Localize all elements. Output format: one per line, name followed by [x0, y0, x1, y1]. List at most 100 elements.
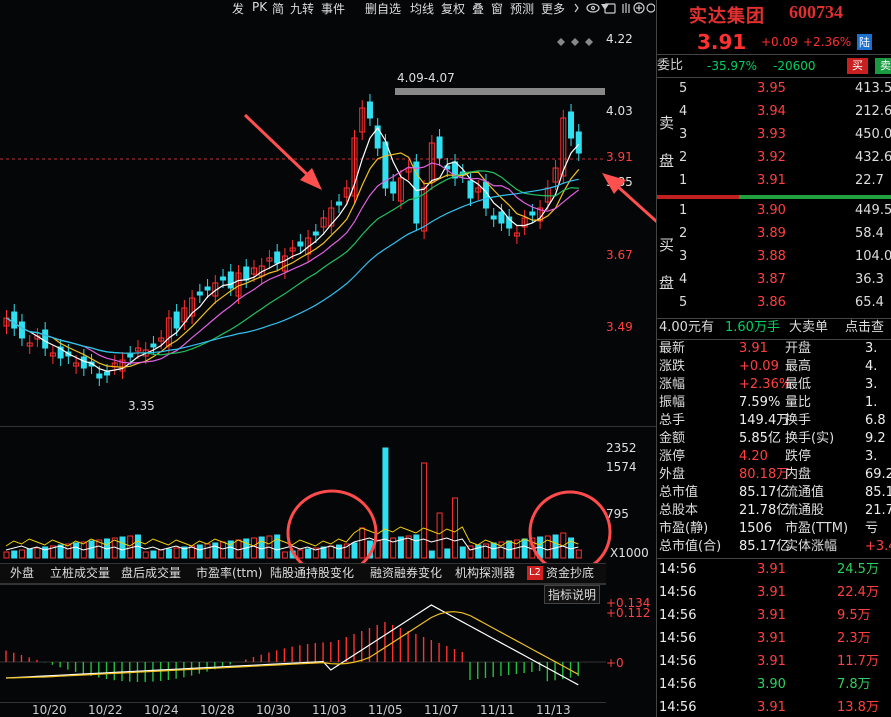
volume-bar	[397, 536, 404, 559]
bid-row[interactable]: 5 3.86 65.4	[657, 293, 891, 313]
tick-price: 3.91	[757, 631, 786, 646]
candle-body	[490, 215, 497, 220]
tab-waipan[interactable]: 外盘	[10, 566, 35, 580]
level-price: 3.90	[757, 203, 786, 218]
bid-row[interactable]: 1 3.90 449.5	[657, 201, 891, 221]
volume-bar	[173, 547, 180, 559]
toolbar-more[interactable]: 更多	[541, 2, 566, 16]
volume-bar	[119, 536, 126, 559]
toolbar-fa[interactable]: 发	[232, 2, 245, 16]
ask-row[interactable]: 1 3.91 22.7	[657, 171, 891, 191]
volume-bar	[490, 542, 497, 559]
big-order-label: 大卖单	[789, 320, 829, 335]
stat-value: 9.2	[865, 431, 886, 446]
bid-row[interactable]: 2 3.89 58.4	[657, 224, 891, 244]
volume-bar	[18, 549, 25, 559]
indicator-help-button[interactable]: 指标说明	[544, 585, 601, 604]
toolbar-window[interactable]: 窗	[491, 2, 504, 16]
tab-lizhuang-volume[interactable]: 立桩成交量	[50, 566, 111, 580]
tab-northbound-holdings[interactable]: 陆股通持股变化	[270, 566, 355, 580]
stat-value: 69.21	[865, 467, 891, 482]
ask-row[interactable]: 4 3.94 212.6	[657, 102, 891, 122]
ask-row[interactable]: 5 3.95 413.5	[657, 79, 891, 99]
level-number: 4	[679, 104, 688, 119]
volume-ma-line	[5, 526, 579, 547]
bid-row[interactable]: 3 3.88 104.0	[657, 247, 891, 267]
candle-body	[467, 180, 474, 199]
volume-bar	[281, 551, 288, 559]
volume-tick: 1574	[606, 460, 637, 474]
tick-price: 3.91	[757, 608, 786, 623]
divider	[657, 318, 891, 319]
toolbar-jiuzhuan[interactable]: 九转	[290, 2, 315, 16]
kline-chart[interactable]	[0, 18, 606, 423]
toolbar-forecast[interactable]: 预测	[510, 2, 535, 16]
tick-price: 3.91	[757, 654, 786, 669]
moving-average-line	[6, 162, 580, 364]
level-number: 1	[679, 203, 688, 218]
level-volume: 36.3	[855, 272, 884, 287]
weibi-row: 委比 -35.97% -20600 买 卖	[657, 56, 891, 76]
toolbar-pk[interactable]: PK	[252, 0, 268, 14]
buy-button[interactable]: 买	[847, 58, 868, 74]
toolbar-icons[interactable]	[573, 1, 655, 15]
stat-row: 振幅 7.59% 量比 1.	[657, 394, 891, 412]
tab-fund-bottom[interactable]: 资金抄底	[546, 566, 595, 580]
tab-margin-trading[interactable]: 融资融券变化	[370, 566, 443, 580]
volume-bar	[436, 512, 443, 559]
ask-row[interactable]: 3 3.93 450.0	[657, 125, 891, 145]
buy-side-label: 买盘	[659, 236, 675, 292]
candle-body	[374, 125, 381, 149]
toolbar-remove-favorite[interactable]: 删自选	[365, 2, 402, 16]
toolbar-ma[interactable]: 均线	[410, 2, 435, 16]
chart-area[interactable]: 发 PK 简 九转 事件 删自选 均线 复权 叠 窗 预测 更多	[0, 0, 688, 717]
candle-body	[498, 211, 505, 224]
candle-body	[405, 167, 412, 173]
price-tick: 4.03	[606, 104, 633, 118]
stat-label: 换手	[785, 413, 812, 428]
sell-button[interactable]: 卖	[875, 58, 891, 74]
candle-body	[18, 321, 25, 339]
volume-bar	[181, 546, 188, 559]
macd-tick: +0.134	[606, 596, 651, 610]
dropdown-icon[interactable]	[600, 0, 610, 14]
bid-row[interactable]: 4 3.87 36.3	[657, 270, 891, 290]
dea-line	[5, 611, 579, 679]
toolbar-overlay[interactable]: 叠	[472, 2, 485, 16]
date-tick: 11/07	[424, 703, 459, 717]
stat-label: 换手(实)	[785, 431, 835, 446]
macd-chart[interactable]	[0, 600, 606, 700]
low-price-label: 3.35	[128, 399, 155, 413]
stat-value: 1.	[865, 395, 878, 410]
candle-body	[88, 361, 95, 367]
stat-value: 21.78亿	[739, 503, 790, 518]
candle-body	[57, 346, 64, 359]
tick-price: 3.91	[757, 700, 786, 715]
tab-pe-ttm[interactable]: 市盈率(ttm)	[196, 566, 263, 580]
candle-body	[165, 317, 172, 347]
stat-label: 实体涨幅	[785, 539, 838, 554]
toolbar-events[interactable]: 事件	[321, 2, 346, 16]
price-change: +0.09	[761, 35, 798, 49]
price-tick-current: 3.91	[606, 150, 633, 164]
divider	[657, 77, 891, 78]
ask-row[interactable]: 2 3.92 432.6	[657, 148, 891, 168]
stat-value: +3.4	[865, 539, 891, 554]
date-tick: 10/24	[144, 703, 179, 717]
stat-label: 涨跌	[659, 359, 686, 374]
toolbar-jian[interactable]: 简	[272, 2, 285, 16]
quote-panel: 实达集团 600734 3.91 +0.09 +2.36% 陆 委比 -35.9…	[656, 0, 891, 717]
moving-average-line	[6, 178, 579, 354]
stock-code: 600734	[789, 2, 843, 22]
big-order-link[interactable]: 点击查	[845, 320, 885, 335]
ask-bar	[657, 195, 739, 199]
volume-chart[interactable]	[0, 428, 606, 560]
toolbar-adjust[interactable]: 复权	[441, 2, 466, 16]
price-tick: 3.67	[606, 248, 633, 262]
volume-bar	[150, 550, 157, 559]
volume-bar	[65, 543, 72, 559]
stock-name: 实达集团	[689, 6, 765, 26]
tab-afterhours-volume[interactable]: 盘后成交量	[121, 566, 182, 580]
tab-institution-detector[interactable]: 机构探测器	[455, 566, 516, 580]
